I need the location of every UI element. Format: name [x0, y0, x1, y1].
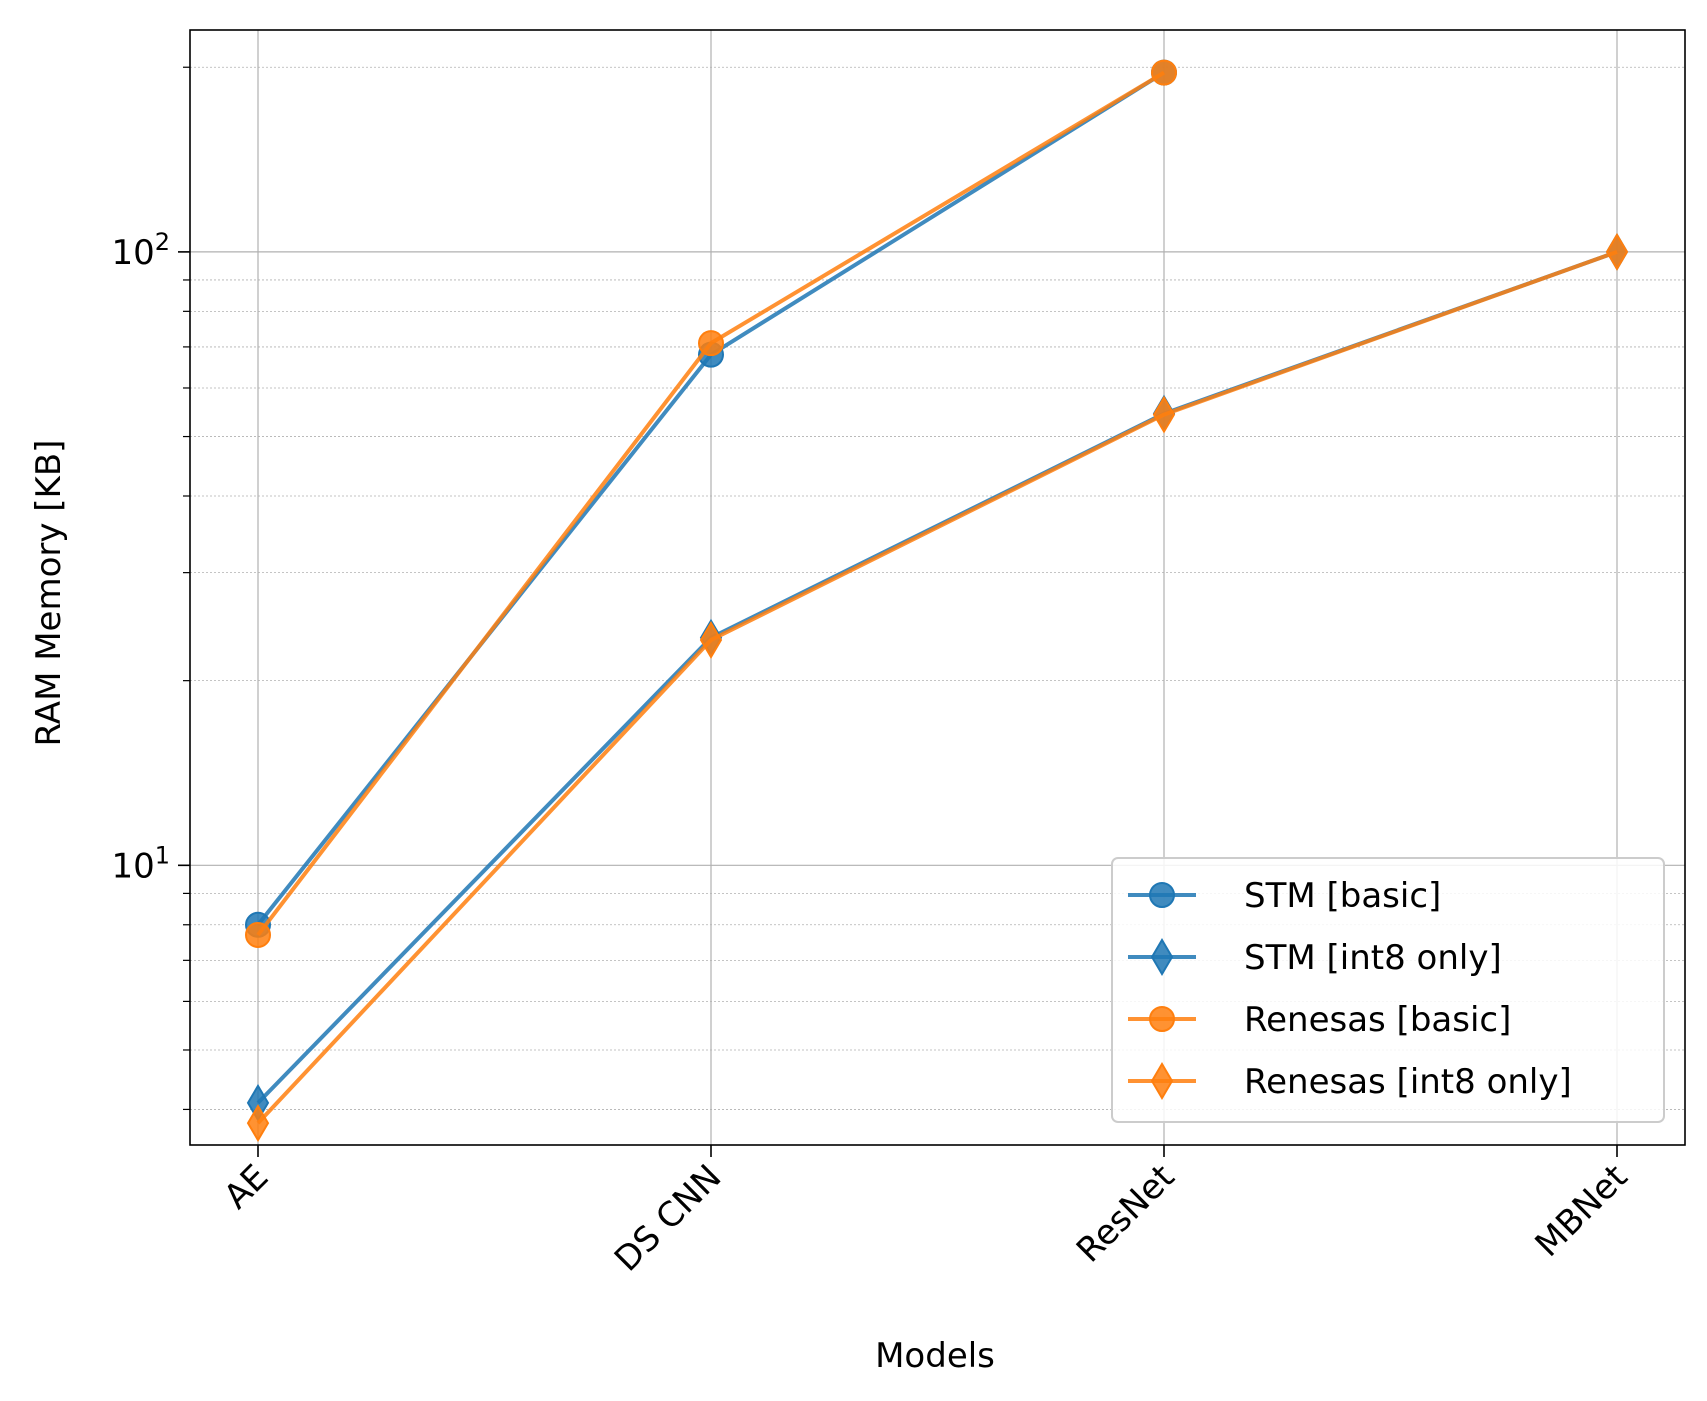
legend-label: Renesas [int8 only] — [1244, 1062, 1572, 1102]
data-point — [699, 621, 723, 659]
series-line — [256, 250, 1618, 1125]
y-tick-base: 10 — [111, 233, 154, 273]
x-axis-label: Models — [875, 1336, 995, 1376]
data-point — [1150, 938, 1174, 976]
data-point — [1605, 232, 1629, 271]
legend-label: Renesas [basic] — [1244, 1000, 1511, 1040]
data-point — [1149, 882, 1175, 908]
y-axis-label: RAM Memory [KB] — [29, 440, 69, 747]
data-point — [1149, 1006, 1175, 1032]
y-tick-exponent: 1 — [155, 841, 170, 869]
data-point — [698, 330, 724, 357]
legend-label: STM [basic] — [1244, 876, 1441, 916]
data-point — [1152, 395, 1176, 434]
y-tick-exponent: 2 — [155, 228, 170, 256]
series-2 — [245, 59, 1177, 948]
data-point — [246, 1104, 270, 1143]
y-tick-base: 10 — [111, 846, 154, 886]
data-point — [1151, 59, 1177, 86]
data-point — [1150, 1062, 1174, 1100]
plot-frame — [189, 29, 1686, 1146]
legend-item: Renesas [basic] — [1128, 1000, 1511, 1040]
legend-box — [1111, 857, 1665, 1123]
y-tick-label: 102 — [111, 228, 170, 273]
legend-label: STM [int8 only] — [1244, 938, 1502, 978]
legend-item: STM [int8 only] — [1128, 938, 1502, 978]
series-layer — [245, 59, 1629, 1143]
legend: STM [basic] STM [int8 only] Renesas [basic… — [1111, 857, 1665, 1123]
y-tick-label: 101 — [111, 841, 170, 886]
data-point — [245, 921, 271, 948]
legend-item: Renesas [int8 only] — [1128, 1062, 1572, 1102]
series-3 — [246, 232, 1629, 1143]
legend-item: STM [basic] — [1128, 876, 1441, 916]
